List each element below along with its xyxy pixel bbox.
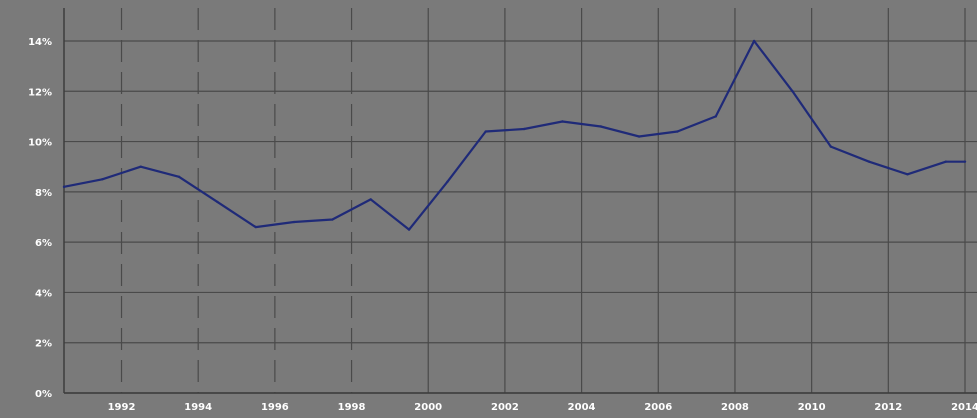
data-point [829,145,833,148]
data-point [331,218,334,221]
x-tick-label: 2012 [874,402,902,413]
data-point [906,173,909,176]
x-tick-label: 2010 [798,402,826,413]
x-tick-label: 1996 [261,402,289,413]
y-tick-label: 14% [28,37,52,48]
data-point [407,228,411,231]
data-point [963,160,967,163]
series-group [62,39,967,231]
x-tick-label: 2008 [721,402,749,413]
y-tick-label: 4% [35,288,52,299]
grid [64,8,977,394]
data-point [714,115,717,118]
data-point [216,200,219,204]
data-point [599,125,602,128]
x-tick-label: 1992 [108,402,136,413]
x-tick-label: 2006 [644,402,672,413]
data-point [446,180,449,183]
data-point [484,130,487,133]
data-point [177,175,181,178]
x-tick-label: 2002 [491,402,519,413]
x-tick-label: 1994 [184,402,212,413]
data-point [62,185,66,189]
data-point [791,90,794,93]
x-tick-label: 1998 [338,402,366,413]
data-point [867,160,871,163]
data-point [561,120,564,123]
y-tick-label: 10% [28,138,52,149]
x-tick-label: 2014 [951,402,977,413]
data-point [139,165,142,168]
data-point [752,39,756,43]
x-axis-ticks: 1992 1994 1996 1998 2000 2002 2004 2006 2008 2010… [108,402,977,413]
x-tick-label: 2000 [414,402,442,413]
data-point [292,220,296,224]
axes [63,8,977,394]
y-tick-label: 2% [35,339,52,350]
y-tick-label: 12% [28,87,52,98]
y-tick-label: 8% [35,188,52,199]
data-point [944,160,948,163]
x-tick-label: 2004 [568,402,596,413]
data-point [637,135,641,138]
data-point [522,127,526,131]
data-point [101,178,104,181]
data-point [676,130,679,133]
y-axis-ticks: 0% 2% 4% 6% 8% 10% 12% 14% [28,37,52,400]
y-tick-label: 0% [35,389,52,400]
data-point [254,225,257,229]
y-tick-label: 6% [35,238,52,249]
data-point [369,198,372,201]
